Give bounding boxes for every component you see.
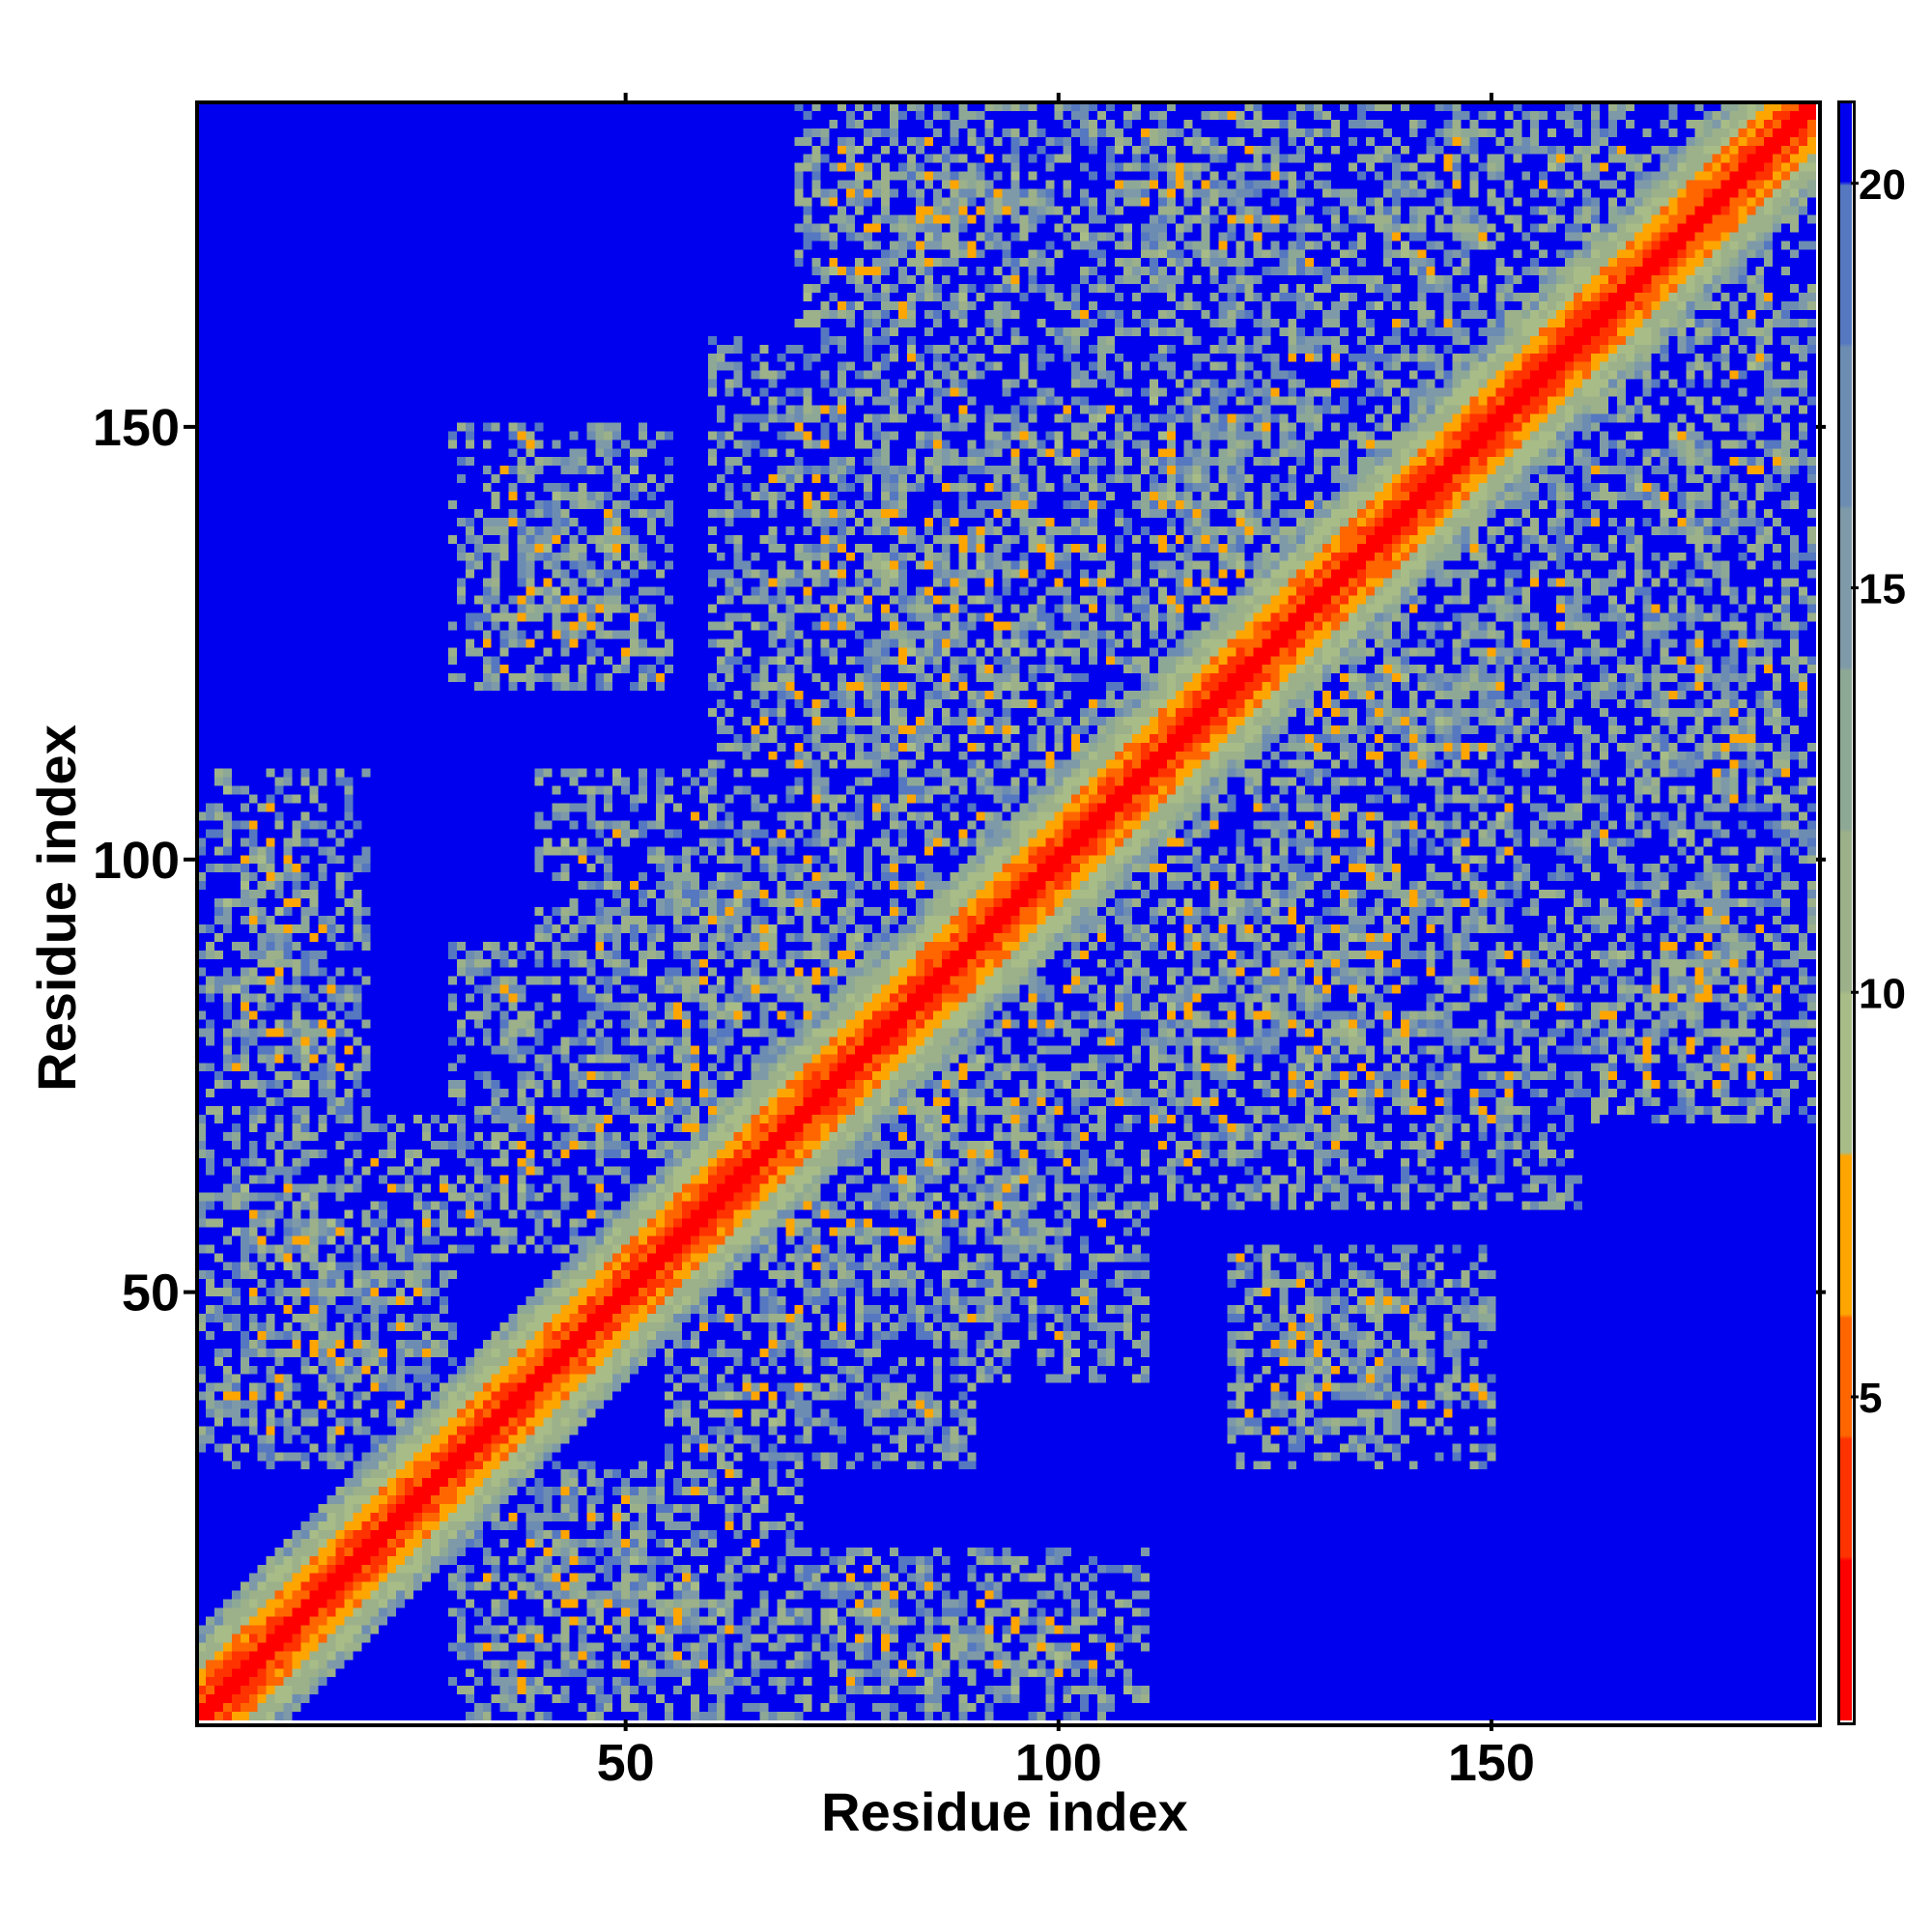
y-axis-ticks: 50 100 150 (93, 399, 197, 1322)
colorbar-gradient (1839, 102, 1852, 1720)
colorbar-ticks: 5 10 15 20 (1851, 161, 1906, 1422)
y-tick-label: 100 (93, 832, 180, 890)
x-axis-ticks: 50 100 150 (597, 1719, 1535, 1792)
colorbar-tick-label: 15 (1859, 566, 1906, 613)
y-axis-title: Residue index (26, 724, 87, 1092)
right-axis-ticks (1816, 424, 1826, 1294)
colorbar-tick-label: 10 (1859, 970, 1906, 1017)
colorbar-tick-label: 20 (1859, 161, 1906, 209)
x-tick-label: 50 (597, 1734, 655, 1792)
y-tick-label: 150 (93, 399, 180, 457)
y-tick-label: 50 (122, 1264, 180, 1322)
colorbar-tick-label: 5 (1859, 1375, 1882, 1422)
x-tick-label: 100 (1015, 1734, 1102, 1792)
top-axis-ticks (623, 93, 1493, 102)
x-tick-label: 150 (1448, 1734, 1535, 1792)
heatmap-cells (197, 102, 1816, 1720)
x-axis-title: Residue index (821, 1781, 1188, 1842)
